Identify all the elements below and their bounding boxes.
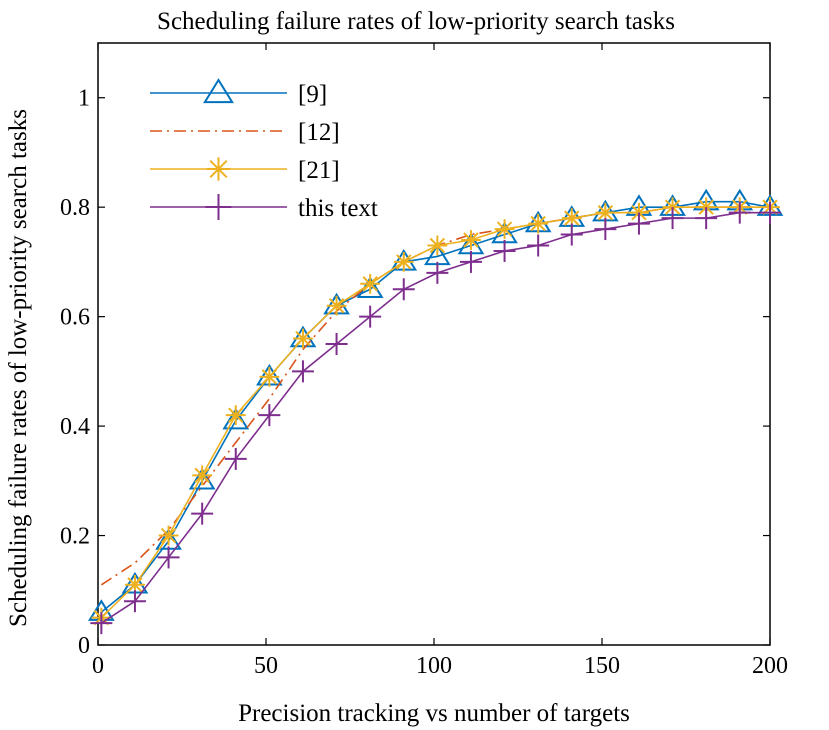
x-tick-label: 50 [254, 653, 278, 679]
x-tick-label: 100 [416, 653, 452, 679]
y-tick-label: 1 [78, 86, 90, 112]
series-3-point [359, 305, 382, 328]
legend: [9] [12] [21] this text [150, 78, 378, 222]
series-3-point [123, 590, 146, 613]
series-0-point [222, 407, 250, 430]
series-3-point [493, 239, 516, 262]
series-3-point [527, 234, 550, 257]
legend-marker-0 [203, 78, 234, 104]
asterisk-stroke [429, 237, 446, 254]
x-tick-label: 150 [584, 653, 620, 679]
series-3-point [392, 278, 415, 301]
series-2-point [192, 465, 213, 486]
series-3-point [560, 223, 583, 246]
series-3-point [157, 546, 180, 569]
asterisk-stroke [209, 160, 228, 178]
y-tick-label: 0 [78, 633, 90, 659]
series-3-point [695, 207, 718, 230]
asterisk-stroke [463, 232, 479, 248]
asterisk-stroke [228, 407, 244, 423]
asterisk-stroke [362, 276, 378, 292]
series-3-point [325, 333, 348, 355]
series-2-point [494, 219, 515, 239]
legend-label-3: this text [298, 195, 378, 222]
series-line-0 [100, 200, 771, 613]
plot-area: 0 50 100 150 200 0 0.2 0.4 0.6 0.8 1 [60, 42, 788, 679]
asterisk-stroke [127, 577, 143, 593]
series-3-point [90, 612, 113, 635]
series-line-3 [100, 211, 770, 624]
legend-marker-3 [205, 194, 232, 220]
series-2-point [225, 405, 246, 426]
asterisk-stroke [564, 210, 580, 226]
asterisk-stroke [328, 297, 345, 314]
series-3-point [661, 207, 684, 230]
series-3-point [291, 360, 314, 383]
series-2-point [461, 230, 481, 250]
asterisk-stroke [160, 527, 177, 544]
x-tick-label: 0 [92, 653, 104, 679]
series-3-point [224, 447, 247, 470]
legend-label-1: [12] [298, 119, 340, 146]
series-2-point [360, 273, 381, 294]
series-line-2 [100, 206, 770, 619]
series-2-point [259, 366, 280, 387]
y-axis-label: Scheduling failure rates of low-priority… [5, 109, 32, 627]
axes-box [97, 42, 771, 646]
legend-marker-2 [206, 157, 231, 181]
asterisk-stroke [597, 204, 614, 221]
series-3-point [627, 212, 650, 235]
series-2-point [293, 328, 313, 349]
y-tick-label: 0.8 [60, 195, 90, 221]
y-tick-label: 0.4 [60, 414, 90, 440]
asterisk-stroke [496, 221, 513, 237]
asterisk-stroke [194, 467, 210, 484]
series-3-point [728, 201, 751, 224]
y-tick-label: 0.2 [60, 524, 90, 550]
series-2-point [427, 235, 448, 256]
asterisk-stroke [295, 330, 311, 347]
y-tick-label: 0.6 [60, 305, 90, 331]
series-2-point [326, 295, 347, 316]
series-2-point [393, 252, 414, 272]
asterisk-stroke [396, 254, 412, 270]
series-3-point [759, 201, 781, 224]
series-2-point [595, 202, 616, 223]
series-2-point [528, 213, 549, 234]
series-2-point [158, 525, 179, 546]
chart-title: Scheduling failure rates of low-priority… [157, 8, 675, 35]
series-3-point [258, 404, 281, 427]
series-3-point [426, 261, 449, 284]
series-3-point [459, 250, 482, 273]
legend-label-0: [9] [298, 81, 327, 108]
asterisk-stroke [261, 369, 278, 385]
x-axis-label: Precision tracking vs number of targets [238, 700, 630, 727]
legend-label-2: [21] [298, 157, 340, 184]
series-3-point [594, 218, 617, 241]
asterisk-stroke [530, 215, 546, 232]
series-3-point [191, 502, 214, 525]
x-tick-label: 200 [752, 653, 788, 679]
